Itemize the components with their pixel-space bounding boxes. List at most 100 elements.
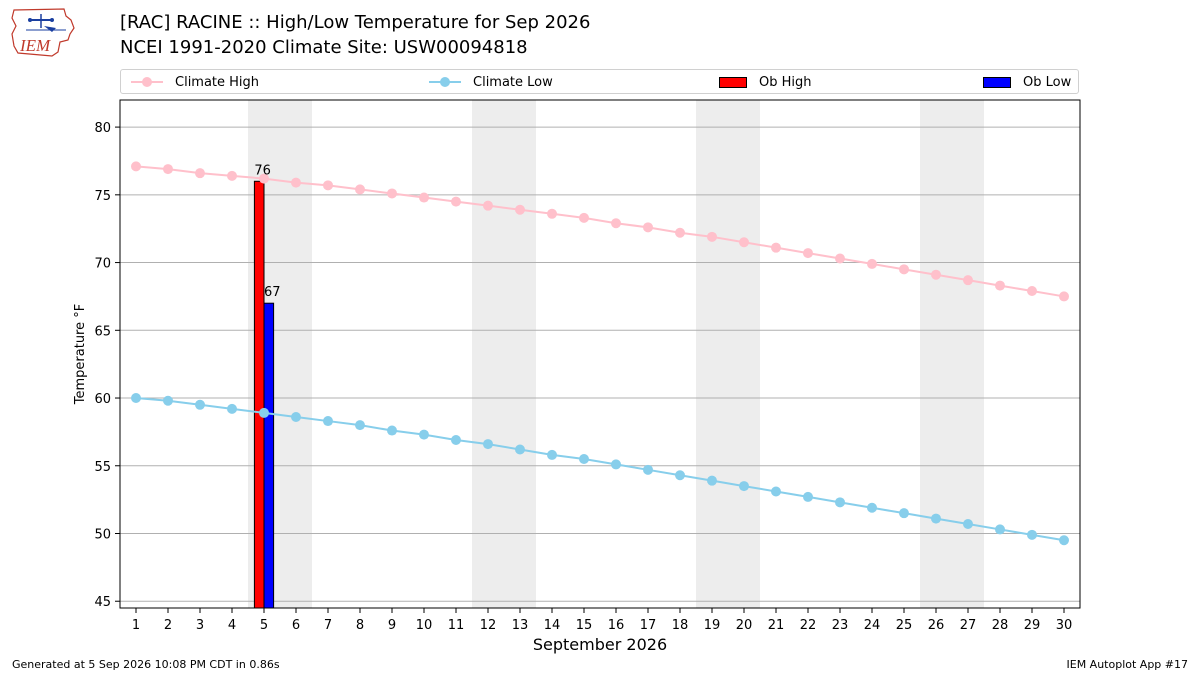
legend-item-ob-high: Ob High <box>719 70 812 94</box>
data-point <box>419 429 429 440</box>
series-line-climate-low <box>135 397 1065 542</box>
data-point <box>291 177 301 188</box>
data-point <box>547 449 557 460</box>
data-point <box>835 497 845 508</box>
x-tick-label: 18 <box>672 618 689 633</box>
x-tick-label: 23 <box>832 618 849 633</box>
x-tick-label: 21 <box>768 618 785 633</box>
logo-text: IEM <box>19 36 51 55</box>
data-point <box>1027 529 1037 540</box>
data-point <box>259 407 269 418</box>
chart-title: [RAC] RACINE :: High/Low Temperature for… <box>120 12 591 33</box>
chart-subtitle: NCEI 1991-2020 Climate Site: USW00094818 <box>120 37 528 58</box>
legend-label: Ob Low <box>1023 74 1072 90</box>
x-tick-label: 28 <box>992 618 1009 633</box>
data-point <box>323 416 333 427</box>
data-point <box>707 475 717 486</box>
data-point <box>963 275 973 286</box>
data-point <box>739 237 749 248</box>
legend-box-icon <box>719 76 747 88</box>
x-tick-label: 12 <box>480 618 497 633</box>
data-point <box>547 208 557 219</box>
data-point <box>483 200 493 211</box>
data-point <box>643 464 653 475</box>
y-tick-label: 75 <box>94 189 111 204</box>
legend-box-icon <box>983 76 1011 88</box>
x-tick-label: 16 <box>608 618 625 633</box>
data-point <box>1059 535 1069 546</box>
data-point <box>579 212 589 223</box>
iem-logo: IEM <box>8 6 80 58</box>
data-point <box>899 264 909 275</box>
data-point <box>835 253 845 264</box>
data-point <box>899 508 909 519</box>
x-tick-label: 25 <box>896 618 913 633</box>
data-point <box>195 399 205 410</box>
x-tick-label: 26 <box>928 618 945 633</box>
data-point <box>643 222 653 233</box>
x-tick-label: 3 <box>196 618 204 633</box>
data-point <box>451 196 461 207</box>
data-point <box>323 180 333 191</box>
x-tick-label: 15 <box>576 618 593 633</box>
legend-line-icon <box>429 75 461 89</box>
data-point <box>291 411 301 422</box>
data-point <box>227 403 237 414</box>
y-tick-label: 50 <box>94 527 111 542</box>
legend-label: Ob High <box>759 74 812 90</box>
legend-item-ob-low: Ob Low <box>983 70 1071 94</box>
x-tick-label: 8 <box>356 618 364 633</box>
x-axis-label: September 2026 <box>533 635 667 654</box>
data-point <box>131 161 141 172</box>
x-tick-label: 30 <box>1056 618 1073 633</box>
data-point <box>1059 291 1069 302</box>
data-point <box>611 218 621 229</box>
weekend-shade <box>696 100 760 608</box>
legend-label: Climate High <box>175 74 260 90</box>
y-tick-label: 80 <box>94 121 111 136</box>
data-point <box>483 439 493 450</box>
y-tick-label: 45 <box>94 595 111 610</box>
weekend-shade <box>920 100 984 608</box>
data-point <box>451 435 461 446</box>
x-tick-label: 14 <box>544 618 561 633</box>
x-tick-label: 19 <box>704 618 721 633</box>
generated-timestamp: Generated at 5 Sep 2026 10:08 PM CDT in … <box>12 658 280 671</box>
x-tick-label: 10 <box>416 618 433 633</box>
data-point <box>707 231 717 242</box>
data-point <box>931 513 941 524</box>
data-point <box>515 444 525 455</box>
plot-area <box>131 161 1069 608</box>
data-point <box>995 524 1005 535</box>
legend-item-climate-high: Climate High <box>131 70 259 94</box>
x-tick-label: 24 <box>864 618 881 633</box>
chart-legend: Climate High Climate Low Ob High Ob Low <box>120 69 1079 94</box>
data-point <box>355 420 365 431</box>
legend-label: Climate Low <box>473 74 553 90</box>
x-tick-label: 9 <box>388 618 396 633</box>
y-tick-label: 55 <box>94 460 111 475</box>
bar-value-label: 76 <box>254 163 271 178</box>
data-point <box>195 168 205 179</box>
y-tick-label: 60 <box>94 392 111 407</box>
data-point <box>739 481 749 492</box>
data-point <box>963 519 973 530</box>
data-point <box>163 395 173 406</box>
bar-value-label: 67 <box>264 285 281 300</box>
weekend-shade <box>472 100 536 608</box>
y-tick-label: 65 <box>94 324 111 339</box>
data-point <box>771 486 781 497</box>
data-point <box>387 188 397 199</box>
data-point <box>867 258 877 269</box>
data-point <box>803 248 813 259</box>
x-tick-label: 1 <box>132 618 140 633</box>
data-point <box>771 242 781 253</box>
data-point <box>611 459 621 470</box>
data-point <box>931 269 941 280</box>
x-tick-label: 2 <box>164 618 172 633</box>
data-point <box>419 192 429 203</box>
legend-line-icon <box>131 75 163 89</box>
bar-ob-high <box>253 180 265 608</box>
data-point <box>675 227 685 238</box>
